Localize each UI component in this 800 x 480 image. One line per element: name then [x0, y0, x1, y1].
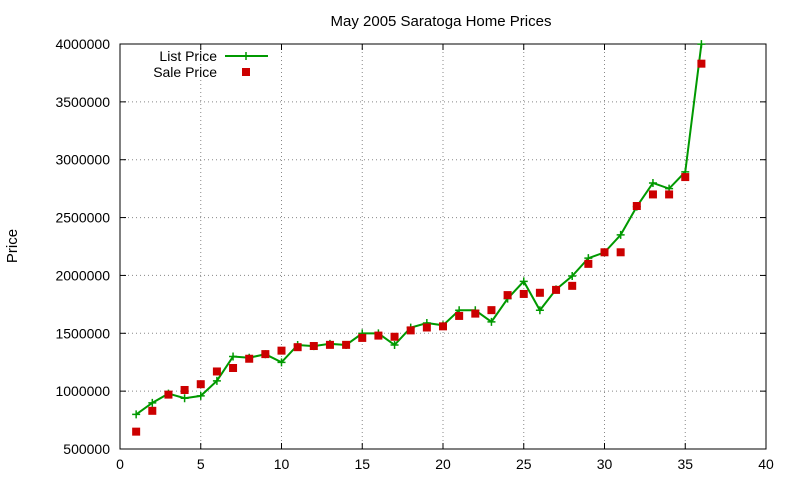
- x-tick-label: 10: [274, 456, 290, 472]
- x-tick-label: 0: [116, 456, 124, 472]
- x-tick-label: 20: [435, 456, 451, 472]
- sale-price-point: [358, 333, 367, 342]
- sale-price-point: [374, 331, 383, 340]
- y-tick-label: 3500000: [55, 94, 110, 110]
- grid: [120, 44, 766, 449]
- axis-ticks: 0 5 10 15 20 25 30 35 40 500000 1000000 1500000 2000…: [55, 36, 774, 472]
- sale-price-point: [148, 406, 157, 415]
- x-tick-label: 35: [677, 456, 693, 472]
- sale-price-point: [471, 309, 480, 318]
- sale-price-point: [293, 343, 302, 352]
- y-tick-label: 1000000: [55, 383, 110, 399]
- sale-price-point: [455, 311, 464, 320]
- sale-price-point: [180, 385, 189, 394]
- y-tick-label: 500000: [63, 441, 110, 457]
- y-axis-title: Price: [4, 229, 21, 263]
- sale-price-point: [681, 173, 690, 182]
- sale-price-point: [552, 285, 561, 294]
- list-price-point: [519, 277, 528, 286]
- list-price-point: [229, 352, 238, 361]
- y-tick-label: 1500000: [55, 325, 110, 341]
- y-tick-label: 2500000: [55, 210, 110, 226]
- series-layer: [132, 40, 706, 436]
- x-tick-label: 30: [597, 456, 613, 472]
- sale-price-point: [697, 59, 706, 68]
- sale-price-point: [600, 248, 609, 257]
- list-price-point: [487, 317, 496, 326]
- sale-price-point: [277, 346, 286, 355]
- sale-price-point: [487, 306, 496, 315]
- sale-price-point: [309, 342, 318, 351]
- sale-price-point: [261, 350, 270, 359]
- list-price-point: [697, 40, 706, 49]
- sale-price-point: [212, 367, 221, 376]
- sale-price-point: [616, 248, 625, 257]
- legend-marker-list-price: [242, 52, 250, 60]
- list-price-point: [390, 340, 399, 349]
- list-price-point: [132, 410, 141, 419]
- legend-label-sale-price: Sale Price: [153, 64, 217, 80]
- sale-price-point: [584, 259, 593, 268]
- y-tick-label: 2000000: [55, 267, 110, 283]
- sale-price-point: [422, 323, 431, 332]
- sale-price-point: [164, 390, 173, 399]
- list-price-point: [212, 376, 221, 385]
- list-price-point: [648, 178, 657, 187]
- sale-price-point: [535, 288, 544, 297]
- sale-price-point: [519, 289, 528, 298]
- sale-price-point: [503, 291, 512, 300]
- sale-price-point: [245, 354, 254, 363]
- x-tick-label: 40: [758, 456, 774, 472]
- list-price-line: [135, 43, 703, 416]
- sale-price-point: [665, 190, 674, 199]
- x-tick-label: 5: [197, 456, 205, 472]
- chart-title: May 2005 Saratoga Home Prices: [331, 13, 552, 30]
- list-price-point: [568, 272, 577, 281]
- legend-marker-sale-price: [242, 68, 250, 76]
- sale-price-point: [439, 322, 447, 331]
- x-tick-label: 15: [354, 456, 370, 472]
- sale-price-point: [132, 427, 141, 436]
- sale-price-point: [229, 364, 238, 372]
- list-price-point: [196, 391, 205, 400]
- list-price-point: [148, 398, 157, 407]
- sale-price-point: [632, 202, 641, 210]
- sale-price-point: [648, 190, 657, 199]
- list-price-point: [616, 230, 625, 239]
- sale-price-point: [325, 340, 334, 349]
- legend-label-list-price: List Price: [159, 48, 217, 64]
- y-tick-label: 4000000: [55, 36, 110, 52]
- sale-price-point: [406, 326, 415, 335]
- list-price-point: [277, 358, 286, 367]
- sale-price-point: [568, 281, 577, 290]
- list-price-point: [535, 306, 544, 315]
- sale-price-point: [342, 340, 351, 349]
- y-tick-label: 3000000: [55, 152, 110, 168]
- list-price-point: [180, 394, 189, 403]
- x-tick-label: 25: [516, 456, 532, 472]
- sale-price-point: [390, 332, 399, 341]
- sale-price-point: [196, 380, 205, 389]
